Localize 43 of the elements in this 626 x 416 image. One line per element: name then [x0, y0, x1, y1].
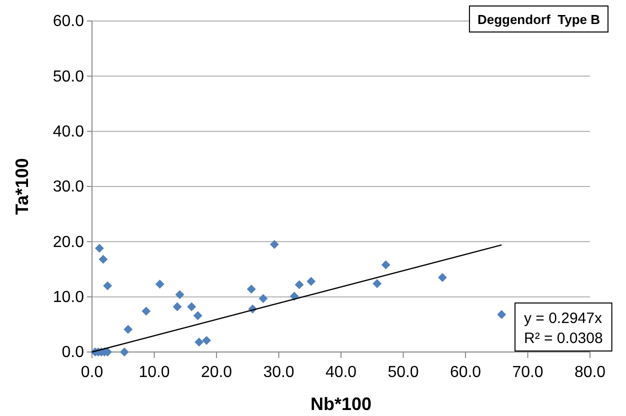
point	[142, 306, 151, 316]
point	[187, 302, 196, 312]
point	[270, 240, 279, 249]
y-tick-label: 50.0	[52, 68, 84, 86]
annotation: R² = 0.0308	[524, 330, 603, 347]
chart-title: Deggendorf Type B	[477, 12, 600, 27]
x-tick-label: 10.0	[138, 364, 170, 381]
x-tick-label: 60.0	[450, 364, 482, 381]
point	[372, 279, 382, 288]
y-tick-label: 60.0	[52, 13, 84, 30]
x-axis-title: Nb*100	[310, 394, 372, 414]
point	[98, 254, 108, 264]
point	[497, 310, 506, 319]
y-tick-label: 20.0	[52, 234, 84, 251]
x-tick-label: 0.0	[80, 364, 104, 381]
y-tick-label: 0.0	[62, 344, 84, 362]
y-tick-label: 40.0	[52, 123, 84, 140]
point	[193, 311, 202, 320]
y-tick-label: 30.0	[52, 178, 84, 196]
y-axis-title: Ta*100	[12, 158, 32, 215]
x-tick-label: 80.0	[574, 364, 606, 381]
point	[438, 273, 447, 282]
point	[306, 276, 316, 286]
point	[294, 280, 304, 290]
point	[120, 348, 129, 356]
point	[246, 284, 256, 294]
point	[124, 324, 133, 334]
annotation: y = 0.2947x	[524, 310, 602, 327]
x-tick-label: 40.0	[325, 364, 357, 381]
x-tick-label: 70.0	[512, 364, 544, 381]
y-tick-label: 10.0	[52, 288, 84, 306]
x-tick-label: 20.0	[200, 364, 232, 381]
x-tick-label: 50.0	[388, 364, 419, 381]
point	[202, 336, 212, 345]
point	[103, 281, 112, 290]
point	[95, 244, 104, 253]
point	[155, 280, 164, 289]
point	[194, 338, 204, 347]
x-tick-label: 30.0	[263, 364, 294, 381]
point	[381, 260, 390, 270]
point	[172, 302, 182, 312]
point	[258, 294, 268, 303]
point	[175, 290, 184, 300]
